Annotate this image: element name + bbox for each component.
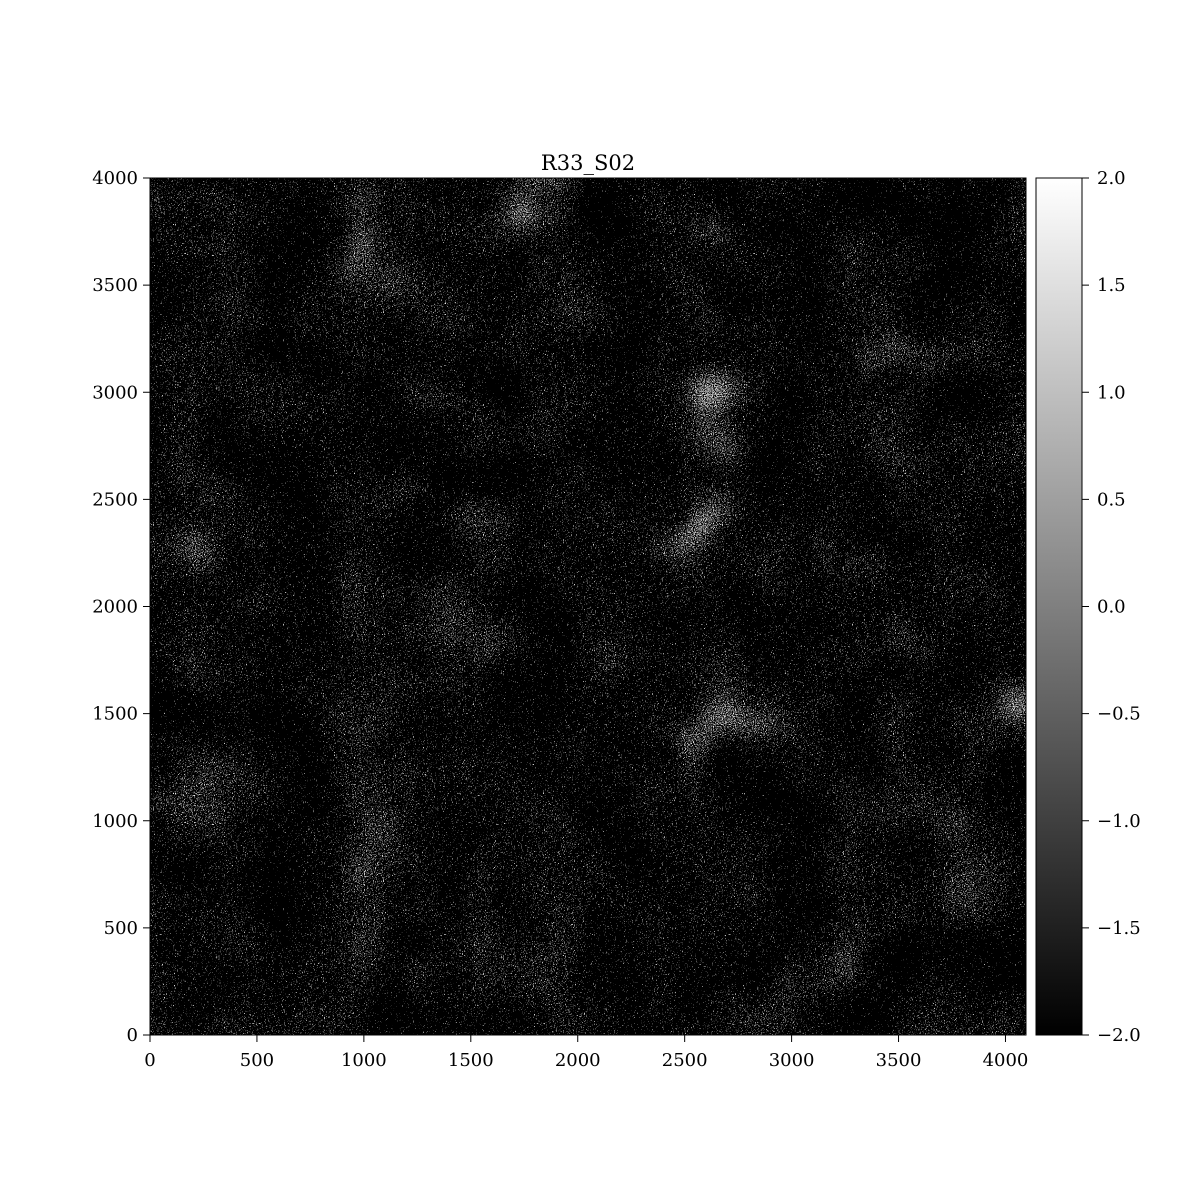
x-tick-label: 1000 xyxy=(341,1050,387,1071)
colorbar-tick-label: −0.5 xyxy=(1097,704,1141,725)
y-tick-label: 2000 xyxy=(92,597,138,618)
colorbar-tick-label: 0.5 xyxy=(1097,489,1126,510)
colorbar-tick-label: 0.0 xyxy=(1097,597,1126,618)
colorbar-tick-label: −2.0 xyxy=(1097,1025,1141,1046)
x-tick-label: 3500 xyxy=(876,1050,922,1071)
colorbar-gradient xyxy=(1036,178,1082,1035)
noise-image xyxy=(150,178,1026,1035)
plot-area xyxy=(149,177,1027,1036)
y-tick-label: 1500 xyxy=(92,704,138,725)
y-tick-label: 0 xyxy=(127,1025,138,1046)
y-tick-label: 3000 xyxy=(92,382,138,403)
x-tick-label: 2000 xyxy=(555,1050,601,1071)
colorbar-tick-label: 2.0 xyxy=(1097,168,1126,189)
colorbar-axis: 2.0 1.5 1.0 0.5 0.0 −0.5 −1.0 −1.5 −2.0 xyxy=(1082,168,1141,1046)
colorbar-tick-label: −1.5 xyxy=(1097,918,1141,939)
y-tick-label: 3500 xyxy=(92,275,138,296)
x-tick-label: 3000 xyxy=(769,1050,815,1071)
y-tick-label: 1000 xyxy=(92,811,138,832)
chart-title: R33_S02 xyxy=(541,151,635,175)
x-tick-label: 1500 xyxy=(448,1050,494,1071)
y-tick-label: 4000 xyxy=(92,168,138,189)
x-tick-label: 4000 xyxy=(983,1050,1029,1071)
y-tick-label: 500 xyxy=(104,918,138,939)
x-tick-label: 0 xyxy=(144,1050,155,1071)
x-tick-label: 500 xyxy=(240,1050,274,1071)
colorbar xyxy=(1035,177,1083,1036)
colorbar-tick-label: 1.0 xyxy=(1097,382,1126,403)
y-axis: 0 500 1000 1500 2000 2500 3000 3500 4000 xyxy=(92,168,150,1046)
y-tick-label: 2500 xyxy=(92,489,138,510)
colorbar-tick-label: 1.5 xyxy=(1097,275,1126,296)
x-axis: 0 500 1000 1500 2000 2500 3000 3500 4000 xyxy=(144,1035,1028,1071)
colorbar-tick-label: −1.0 xyxy=(1097,811,1141,832)
x-tick-label: 2500 xyxy=(662,1050,708,1071)
